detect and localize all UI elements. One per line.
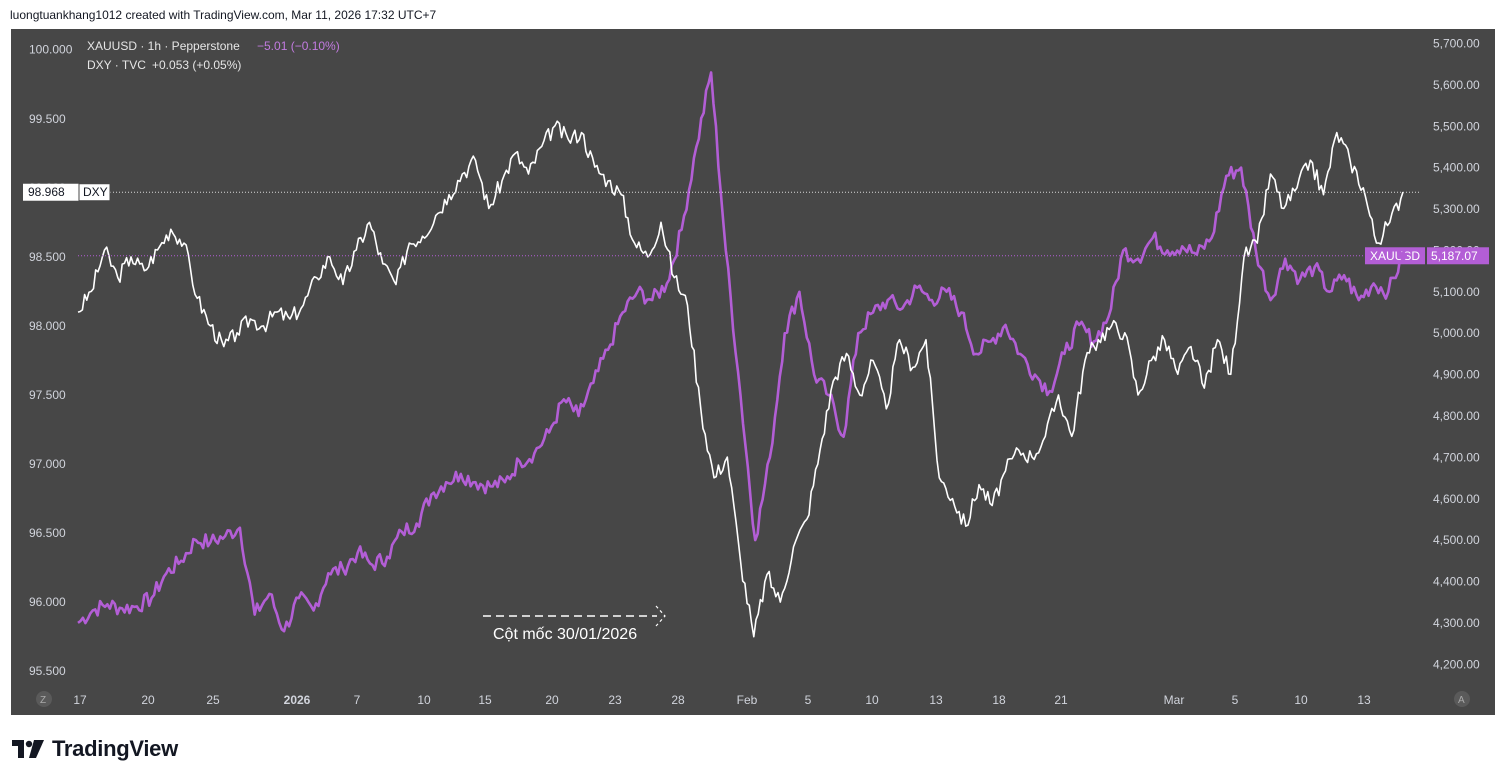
right-tick-label: 5,000.00	[1433, 326, 1480, 340]
xau-last-point	[1399, 251, 1407, 260]
x-tick-label: 13	[929, 693, 943, 707]
x-tick-label: 7	[354, 693, 361, 707]
x-tick-label: 2026	[284, 693, 311, 707]
right-tick-label: 4,300.00	[1433, 616, 1480, 630]
chart-header: luongtuankhang1012 created with TradingV…	[10, 8, 437, 22]
right-tick-label: 5,300.00	[1433, 202, 1480, 216]
right-tick-label: 4,800.00	[1433, 409, 1480, 423]
x-tick-label: 25	[206, 693, 220, 707]
x-tick-label: Feb	[737, 693, 758, 707]
tradingview-wordmark: TradingView	[52, 736, 178, 761]
left-tick-label: 99.500	[29, 112, 66, 126]
chart-frame[interactable]: 100.00099.50099.00098.50098.00097.50097.…	[11, 29, 1495, 715]
left-tick-label: 97.000	[29, 457, 66, 471]
annotation-arrow-icon	[655, 605, 666, 627]
price-chart[interactable]: 100.00099.50099.00098.50098.00097.50097.…	[11, 29, 1495, 715]
legend-xau-symbol[interactable]: XAUUSD · 1h · Pepperstone	[87, 39, 240, 53]
right-tick-label: 5,100.00	[1433, 285, 1480, 299]
x-tick-label: 5	[805, 693, 812, 707]
xau-last-value-label: XAUUSD 5,187.07	[1365, 247, 1489, 265]
x-tick-label: 10	[417, 693, 431, 707]
left-tick-label: 96.000	[29, 595, 66, 609]
annotation-milestone[interactable]: Cột mốc 30/01/2026	[483, 605, 666, 643]
left-tick-label: 95.500	[29, 664, 66, 678]
series-line-dxy	[77, 120, 1404, 638]
x-tick-label: 20	[141, 693, 155, 707]
x-tick-label: 17	[73, 693, 87, 707]
dxy-last-value-label: 98.968 DXY	[23, 183, 111, 202]
scale-button-left[interactable]: Z	[36, 691, 52, 707]
annotation-text: Cột mốc 30/01/2026	[493, 626, 637, 643]
xau-last-value: 5,187.07	[1431, 249, 1478, 263]
x-tick-label: 13	[1357, 693, 1371, 707]
scale-button-right[interactable]: A	[1454, 691, 1470, 707]
right-tick-label: 4,900.00	[1433, 368, 1480, 382]
tradingview-logo[interactable]: TradingView	[12, 736, 178, 762]
x-tick-label: 10	[1294, 693, 1308, 707]
left-tick-label: 98.000	[29, 319, 66, 333]
dxy-tag: DXY	[83, 185, 108, 199]
right-tick-label: 4,700.00	[1433, 450, 1480, 464]
x-tick-label: 28	[671, 693, 685, 707]
legend-dxy-change: +0.053 (+0.05%)	[152, 58, 241, 72]
left-tick-label: 100.000	[29, 43, 73, 57]
x-tick-label: 21	[1054, 693, 1068, 707]
svg-text:Z: Z	[40, 695, 46, 706]
left-tick-label: 98.500	[29, 250, 66, 264]
legend-xau-change: −5.01 (−0.10%)	[257, 39, 340, 53]
x-tick-label: 20	[545, 693, 559, 707]
x-tick-label: Mar	[1164, 693, 1185, 707]
series-lines	[77, 71, 1404, 638]
chart-background	[11, 29, 1495, 715]
tradingview-logo-icon	[12, 740, 44, 758]
x-tick-label: 5	[1232, 693, 1239, 707]
time-axis: 17 20 25 2026 7 10 15 20 23 28 Feb 5 10 13 18 21 Mar 5 10 1…	[73, 693, 1371, 707]
left-tick-label: 96.500	[29, 526, 66, 540]
series-line-xauusd	[77, 71, 1404, 633]
right-tick-label: 4,600.00	[1433, 492, 1480, 506]
right-axis: 5,700.00 5,600.00 5,500.00 5,400.00 5,300.00…	[1433, 36, 1480, 671]
right-tick-label: 4,500.00	[1433, 533, 1480, 547]
left-tick-label: 97.500	[29, 388, 66, 402]
x-tick-label: 23	[608, 693, 622, 707]
right-tick-label: 4,400.00	[1433, 575, 1480, 589]
legend-dxy-symbol[interactable]: DXY · TVC	[87, 58, 146, 72]
right-tick-label: 5,600.00	[1433, 78, 1480, 92]
right-tick-label: 5,400.00	[1433, 161, 1480, 175]
left-axis: 100.00099.50099.00098.50098.00097.50097.…	[29, 43, 73, 678]
x-tick-label: 18	[992, 693, 1006, 707]
right-tick-label: 4,200.00	[1433, 657, 1480, 671]
svg-text:A: A	[1458, 695, 1465, 706]
right-tick-label: 5,700.00	[1433, 36, 1480, 50]
right-tick-label: 5,500.00	[1433, 119, 1480, 133]
dxy-last-value: 98.968	[28, 185, 65, 199]
xau-tag: XAUUSD	[1370, 249, 1420, 263]
x-tick-label: 15	[478, 693, 492, 707]
x-tick-label: 10	[865, 693, 879, 707]
